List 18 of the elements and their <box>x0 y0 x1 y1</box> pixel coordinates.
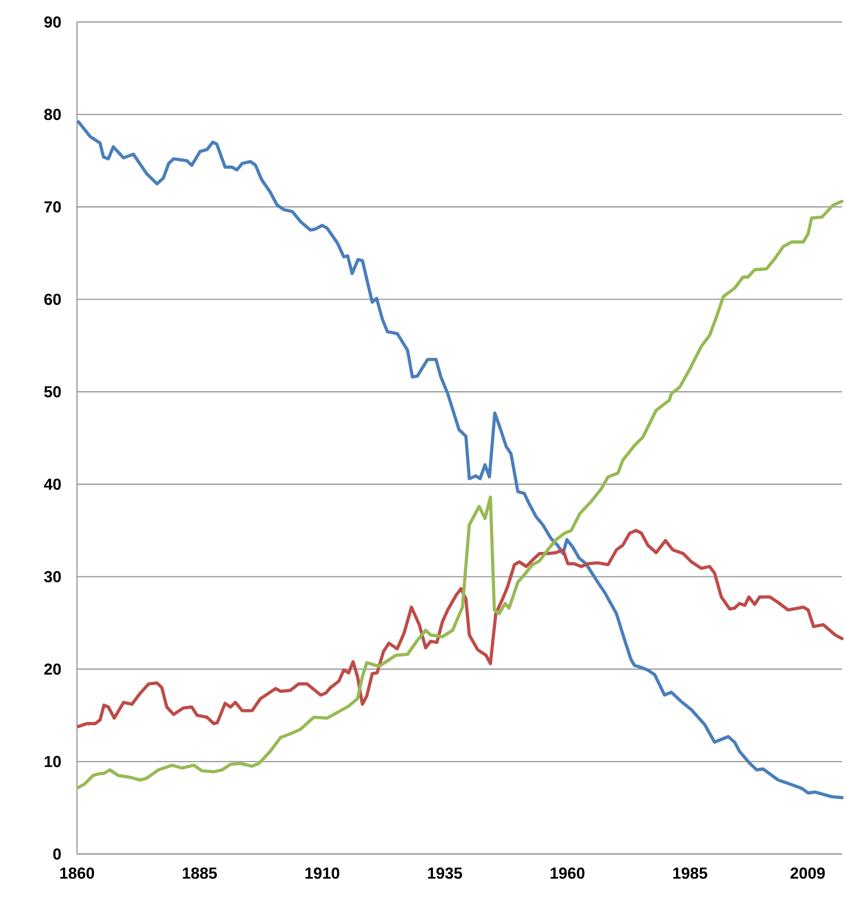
y-tick-label: 40 <box>44 478 61 490</box>
y-tick-label: 70 <box>44 201 61 213</box>
x-tick-label: 1935 <box>428 868 462 879</box>
y-tick-label: 0 <box>53 848 61 860</box>
y-tick-label: 10 <box>44 756 61 768</box>
y-tick-label: 30 <box>44 571 61 582</box>
x-tick-label: 1985 <box>673 868 708 879</box>
x-tick-label: 2009 <box>790 868 825 879</box>
x-tick-label: 1910 <box>305 868 340 879</box>
x-tick-label: 1885 <box>182 868 217 879</box>
y-tick-label: 80 <box>44 108 61 120</box>
x-tick-label: 1860 <box>60 868 94 879</box>
y-tick-label: 50 <box>44 386 61 398</box>
line-series <box>76 528 844 728</box>
x-tick-label: 1960 <box>550 868 584 879</box>
y-tick-label: 60 <box>44 294 61 305</box>
y-tick-label: 20 <box>44 663 61 675</box>
y-tick-label: 90 <box>44 16 61 28</box>
